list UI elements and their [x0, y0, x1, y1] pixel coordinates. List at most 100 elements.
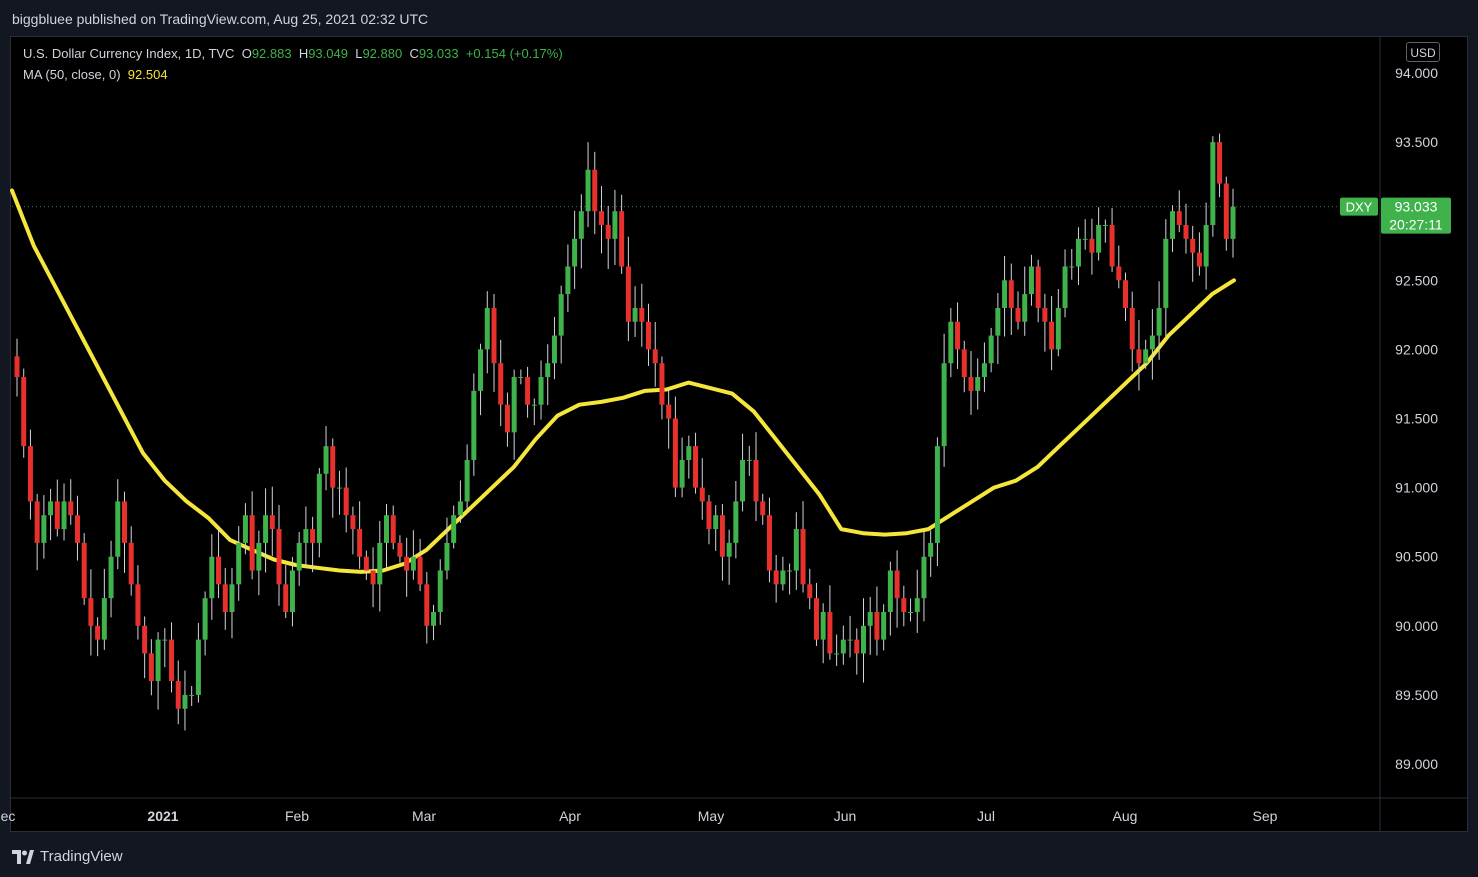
candle-body — [54, 501, 60, 530]
candle-body — [222, 584, 228, 612]
candle — [195, 622, 201, 703]
candle-body — [840, 639, 846, 654]
candle-body — [1217, 142, 1223, 184]
candle — [61, 483, 67, 541]
candle — [1149, 309, 1155, 380]
candle-body — [693, 446, 699, 488]
candle — [625, 236, 631, 342]
candle-body — [48, 501, 54, 516]
legend-ohlc: U.S. Dollar Currency Index, 1D, TVC O92.… — [23, 46, 563, 61]
candle — [719, 503, 725, 581]
currency-button[interactable]: USD — [1406, 42, 1440, 62]
candle-body — [169, 639, 175, 682]
candle — [572, 210, 578, 289]
x-tick-label: May — [698, 808, 724, 824]
legend-close-value: 93.033 — [418, 46, 459, 61]
candle-body — [1183, 225, 1189, 239]
candle-body — [316, 473, 322, 543]
chart-pane[interactable] — [10, 36, 1468, 832]
candle — [330, 438, 336, 518]
candle-body — [981, 363, 987, 378]
candle-body — [357, 529, 363, 557]
x-tick-label: Jun — [834, 808, 857, 824]
candle-body — [511, 377, 517, 433]
candle-body — [27, 446, 33, 502]
candle-body — [518, 377, 524, 379]
candle-body — [572, 238, 578, 267]
candle — [269, 486, 275, 556]
y-tick-label: 91.500 — [1395, 411, 1438, 427]
candle-body — [780, 570, 786, 585]
candle-body — [1022, 294, 1028, 322]
candle-body — [860, 625, 866, 654]
candle-body — [719, 515, 725, 557]
candle-body — [988, 335, 994, 364]
candle — [1042, 293, 1048, 352]
candle — [881, 604, 887, 651]
x-tick-label: Jul — [977, 808, 995, 824]
candle — [558, 285, 564, 364]
candle — [1008, 263, 1014, 335]
candle-body — [1008, 280, 1014, 308]
candle-body — [202, 598, 208, 640]
candle — [504, 392, 510, 447]
candle — [410, 530, 416, 580]
candle — [1176, 190, 1182, 233]
candle-body — [310, 529, 316, 543]
candle — [1143, 339, 1149, 369]
candle — [14, 338, 20, 397]
candle-body — [1015, 307, 1021, 322]
candle-body — [404, 556, 410, 571]
tradingview-logo[interactable]: TradingView — [12, 848, 123, 865]
candle — [323, 426, 329, 491]
candle-body — [867, 611, 873, 626]
candle — [934, 437, 940, 567]
candle-body — [289, 570, 295, 612]
candle — [263, 488, 269, 573]
candle — [679, 437, 685, 498]
candle — [887, 561, 893, 636]
candle-body — [525, 377, 531, 405]
candle-body — [343, 487, 349, 516]
candle — [981, 342, 987, 393]
candle — [1203, 202, 1209, 290]
candle — [975, 358, 981, 410]
candle-body — [551, 335, 557, 364]
candle — [1123, 272, 1129, 322]
candle — [216, 527, 222, 598]
candle-body — [625, 266, 631, 322]
candle — [800, 501, 806, 593]
candle — [1156, 281, 1162, 360]
symbol-tag-label: DXY — [1346, 200, 1373, 215]
y-tick-label: 89.500 — [1395, 687, 1438, 703]
candle — [236, 526, 242, 601]
candle — [793, 512, 799, 590]
candle-body — [148, 653, 154, 682]
candle-body — [961, 349, 967, 378]
candle-body — [753, 459, 759, 502]
candle-body — [296, 542, 302, 571]
candle — [840, 625, 846, 665]
candle-body — [263, 515, 269, 543]
candle — [545, 344, 551, 406]
candle — [921, 531, 927, 622]
candle-body — [1149, 335, 1155, 350]
candle — [955, 302, 961, 370]
candle — [941, 333, 947, 467]
candle-body — [726, 542, 732, 557]
candle-body — [955, 321, 961, 350]
candle-body — [189, 694, 195, 696]
candle-body — [182, 694, 188, 709]
candle — [310, 516, 316, 573]
candle — [1096, 207, 1102, 261]
candle-body — [773, 570, 779, 585]
candle-body — [1196, 252, 1202, 267]
candle-body — [121, 501, 127, 543]
candle — [518, 369, 524, 385]
candle-body — [1203, 225, 1209, 267]
candle — [632, 286, 638, 338]
candle-body — [800, 529, 806, 585]
candle-body — [740, 459, 746, 502]
candle — [1082, 219, 1088, 250]
tradingview-logo-text: TradingView — [40, 848, 123, 865]
